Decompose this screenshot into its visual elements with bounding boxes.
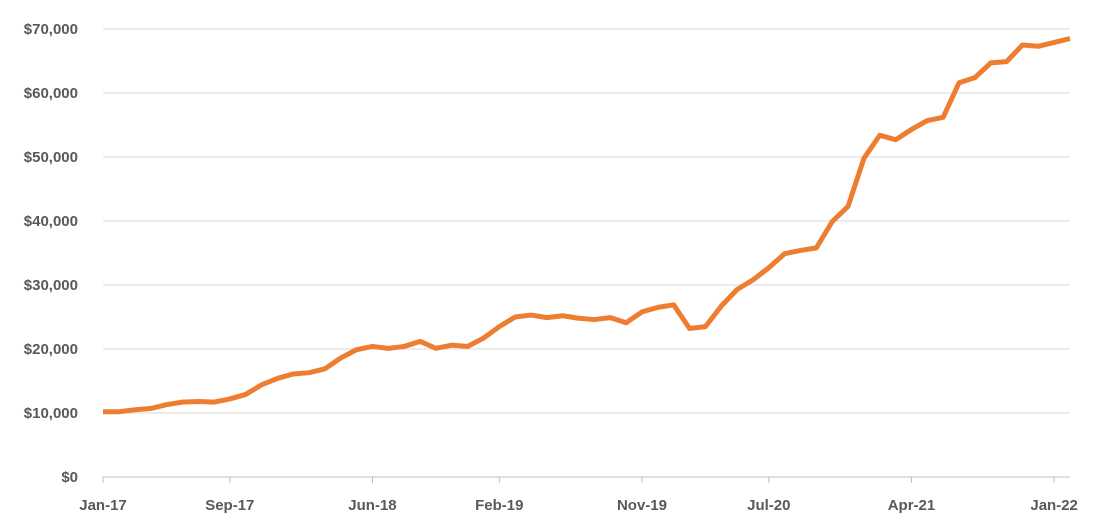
x-axis-tick-labels: Jan-17 Sep-17 Jun-18 Feb-19 Nov-19 Jul-20 Apr-…: [79, 497, 1078, 514]
x-tick-label: Jul-20: [747, 497, 790, 514]
y-tick-label: $70,000: [24, 21, 78, 38]
y-tick-label: $0: [61, 469, 78, 486]
y-tick-label: $40,000: [24, 213, 78, 230]
x-tick-label: Jun-18: [348, 497, 396, 514]
x-tick-label: Jan-22: [1030, 497, 1078, 514]
y-tick-label: $50,000: [24, 149, 78, 166]
y-axis-tick-labels: $0 $10,000 $20,000 $30,000 $40,000 $50,000 $60…: [24, 21, 78, 486]
y-tick-label: $30,000: [24, 277, 78, 294]
x-tick-label: Jan-17: [79, 497, 127, 514]
x-tick-label: Sep-17: [205, 497, 254, 514]
x-tick-label: Feb-19: [475, 497, 523, 514]
y-tick-label: $20,000: [24, 341, 78, 358]
series-layer: [103, 36, 1071, 415]
gridlines: [103, 28, 1070, 414]
x-tick-label: Apr-21: [888, 497, 936, 514]
x-tick-label: Nov-19: [617, 497, 667, 514]
y-tick-label: $10,000: [24, 405, 78, 422]
x-axis: [102, 476, 1070, 483]
y-tick-label: $60,000: [24, 85, 78, 102]
series-line: [103, 36, 1071, 415]
